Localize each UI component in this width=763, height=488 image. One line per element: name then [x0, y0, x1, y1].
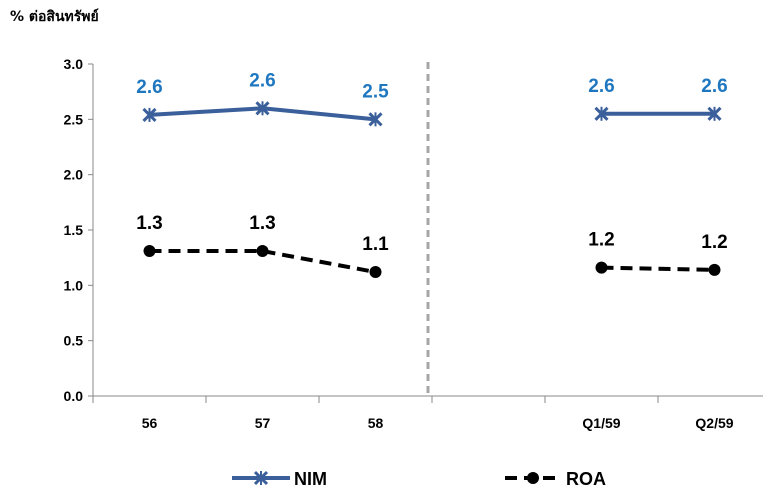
- legend-label: ROA: [566, 469, 606, 488]
- roa-point: [143, 245, 156, 258]
- y-tick-label: 1.0: [64, 277, 84, 293]
- x-tick-label: 58: [368, 415, 384, 431]
- y-tick-label: 2.0: [64, 167, 84, 183]
- nim-point: [594, 106, 609, 121]
- nim-point: [707, 106, 722, 121]
- roa-point: [256, 245, 269, 258]
- y-tick-label: 2.5: [64, 111, 84, 127]
- legend-marker: [253, 470, 269, 486]
- y-tick-label: 0.0: [64, 388, 84, 404]
- legend-item-nim: NIM: [232, 469, 327, 488]
- nim-data-label: 2.6: [701, 76, 727, 97]
- legend-marker: [527, 472, 539, 484]
- chart-data-labels: 2.6 2.6 2.5 2.6 2.6 1.3 1.3 1.1 1.2 1.2: [136, 70, 727, 255]
- nim-data-label: 2.5: [362, 81, 389, 102]
- y-unit-label: % ต่อสินทรัพย์: [10, 9, 99, 25]
- roa-point: [369, 266, 382, 279]
- roa-data-label: 1.2: [701, 232, 727, 253]
- legend-item-roa: ROA: [505, 469, 606, 488]
- chart-axes: 0.0 0.5 1.0 1.5 2.0 2.5 3.0 56 57 58 Q1/59 Q2/59: [64, 56, 763, 431]
- roa-point: [708, 263, 721, 276]
- nim-data-label: 2.6: [249, 70, 275, 91]
- x-tick-label: Q1/59: [582, 415, 620, 431]
- nim-point: [142, 107, 157, 122]
- roa-data-label: 1.3: [249, 213, 275, 234]
- legend-label: NIM: [294, 469, 327, 488]
- roa-data-label: 1.2: [588, 230, 614, 251]
- y-tick-label: 3.0: [64, 56, 84, 72]
- x-tick-label: 57: [255, 415, 271, 431]
- x-tick-label: 56: [142, 415, 158, 431]
- nim-point: [255, 101, 270, 116]
- chart-legend: NIM ROA: [232, 469, 606, 488]
- chart-series-lines: [149, 106, 715, 275]
- roa-point: [595, 261, 608, 274]
- roa-data-label: 1.1: [362, 234, 389, 255]
- nim-data-label: 2.6: [588, 76, 614, 97]
- x-tick-label: Q2/59: [695, 415, 733, 431]
- chart-markers: [142, 101, 722, 279]
- roa-line: [601, 265, 715, 272]
- nim-data-label: 2.6: [136, 77, 162, 98]
- y-tick-label: 1.5: [64, 222, 84, 238]
- nim-point: [368, 112, 383, 127]
- roa-data-label: 1.3: [136, 213, 162, 234]
- y-tick-label: 0.5: [64, 333, 84, 349]
